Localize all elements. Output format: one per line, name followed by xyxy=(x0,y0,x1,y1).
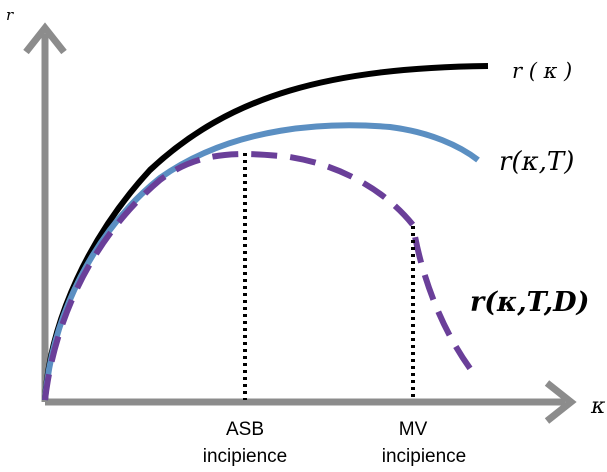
x-axis-arrowhead xyxy=(544,380,577,424)
y-axis-label: r xyxy=(6,6,14,24)
mv-label-line1: MV xyxy=(399,419,428,440)
curve-r-kappa-T xyxy=(42,122,480,401)
asb-label-line1: ASB xyxy=(226,419,264,440)
label-r-kappa-T-D: r(κ,T,D) xyxy=(470,287,589,318)
curve-r-kappa-T-D xyxy=(42,151,478,401)
x-axis-label: κ xyxy=(590,394,606,419)
mv-label-line2: incipience xyxy=(382,446,467,467)
label-r-kappa: r ( κ ) xyxy=(512,59,572,83)
asb-label-line2: incipience xyxy=(203,446,288,467)
y-axis-arrowhead xyxy=(23,22,67,55)
label-r-kappa-T: r(κ,T) xyxy=(499,147,574,177)
axes xyxy=(23,22,577,424)
